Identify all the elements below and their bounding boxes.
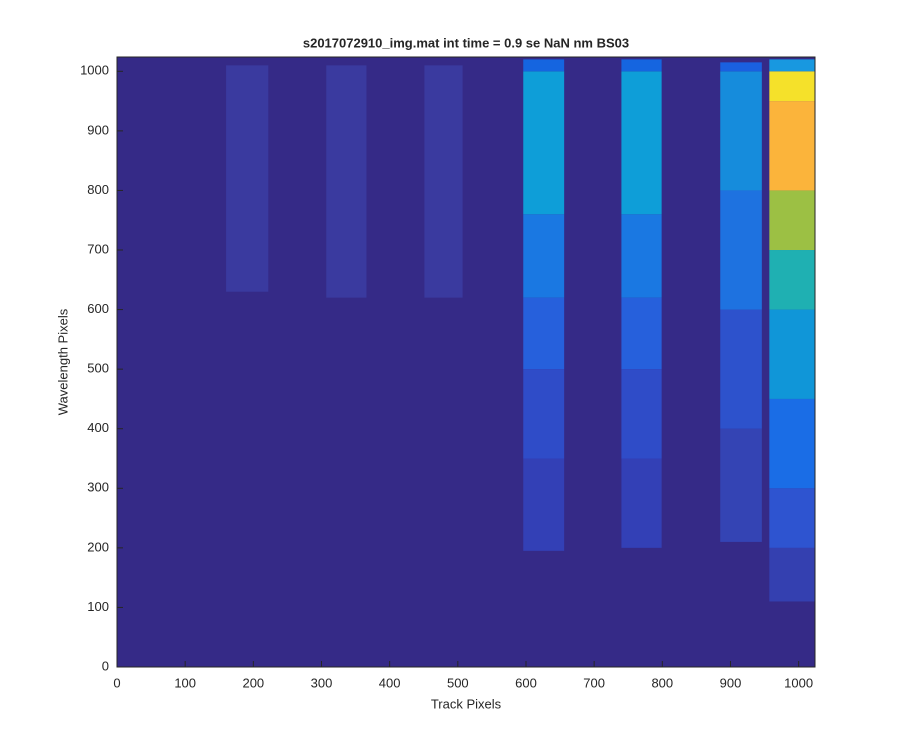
image-segment	[769, 309, 815, 399]
image-segment	[720, 428, 762, 542]
image-segment	[523, 71, 565, 215]
image-segment	[523, 59, 565, 72]
y-tick-label: 700	[87, 241, 109, 256]
image-background	[117, 57, 815, 667]
image-segment	[523, 297, 565, 370]
image-segment	[621, 59, 662, 72]
image-segment	[769, 71, 815, 102]
y-tick-label: 900	[87, 122, 109, 137]
image-segment	[621, 214, 662, 298]
image-segment	[769, 250, 815, 310]
image-segment	[769, 59, 815, 72]
image-segment	[523, 369, 565, 459]
x-tick-label: 800	[651, 675, 673, 690]
chart-title: s2017072910_img.mat int time = 0.9 se Na…	[303, 35, 629, 50]
y-tick-label: 400	[87, 420, 109, 435]
x-tick-label: 300	[311, 675, 333, 690]
image-segment	[769, 190, 815, 251]
image-segment	[226, 65, 269, 292]
y-tick-label: 200	[87, 539, 109, 554]
x-tick-label: 0	[113, 675, 120, 690]
image-segment	[720, 309, 762, 429]
image-segment	[769, 398, 815, 489]
image-segment	[523, 214, 565, 298]
y-axis-label: Wavelength Pixels	[55, 308, 70, 415]
y-tick-label: 500	[87, 361, 109, 376]
x-tick-label: 1000	[784, 675, 813, 690]
image-segment	[621, 297, 662, 370]
image-segment	[720, 71, 762, 191]
image-segment	[769, 101, 815, 191]
x-tick-label: 400	[379, 675, 401, 690]
y-tick-label: 300	[87, 480, 109, 495]
x-axis-label: Track Pixels	[431, 696, 502, 711]
image-segment	[523, 458, 565, 551]
image-segment	[424, 65, 463, 298]
x-tick-label: 500	[447, 675, 469, 690]
image-segment	[326, 65, 367, 298]
x-tick-label: 200	[242, 675, 264, 690]
y-tick-label: 800	[87, 182, 109, 197]
x-tick-label: 700	[583, 675, 605, 690]
image-segment	[720, 62, 762, 72]
image-segment	[720, 190, 762, 310]
image-segment	[769, 488, 815, 548]
x-tick-label: 600	[515, 675, 537, 690]
image-segment	[621, 458, 662, 548]
x-tick-label: 900	[720, 675, 742, 690]
y-tick-label: 100	[87, 599, 109, 614]
image-segment	[769, 547, 815, 602]
y-tick-label: 600	[87, 301, 109, 316]
axes-box	[116, 56, 816, 668]
image-segment	[621, 369, 662, 459]
x-tick-label: 100	[174, 675, 196, 690]
y-tick-label: 0	[102, 658, 109, 673]
image-segment	[621, 71, 662, 215]
y-tick-label: 1000	[80, 63, 109, 78]
